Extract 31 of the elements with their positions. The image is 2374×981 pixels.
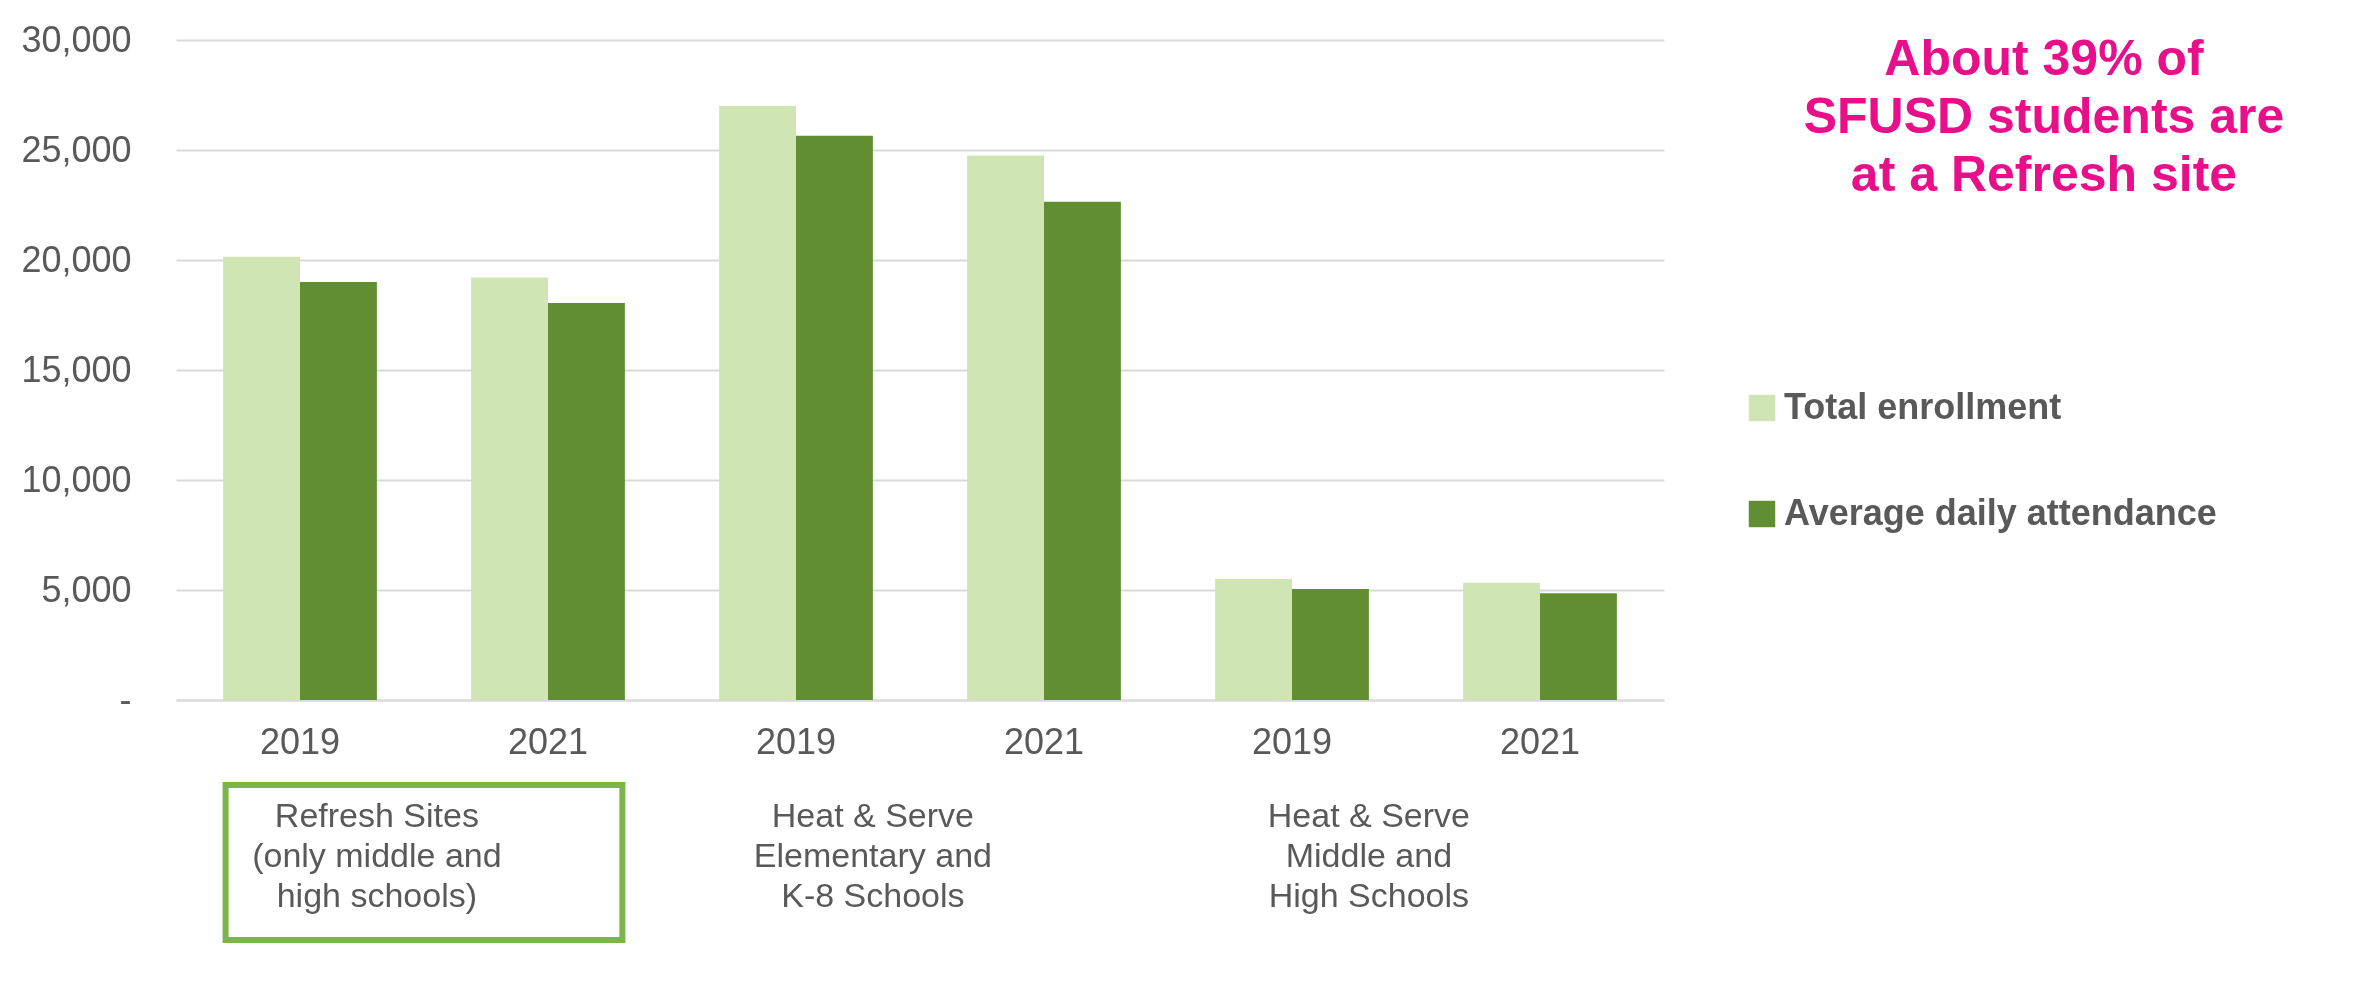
bar xyxy=(548,302,625,700)
bar xyxy=(719,106,796,700)
bar xyxy=(1215,579,1292,700)
text: Refresh Sites (only middle and high schools) xyxy=(252,796,502,914)
bar xyxy=(796,135,873,700)
bar xyxy=(1044,201,1121,700)
x-tick-label: 2021 xyxy=(1003,720,1085,762)
text: About 39% of SFUSD students are at a Refresh site xyxy=(1803,30,2285,202)
legend-label: Average daily attendance xyxy=(1784,492,2217,533)
y-tick-label: 20,000 xyxy=(21,238,132,280)
text: Heat & Serve Middle and High Schools xyxy=(1267,796,1470,914)
x-tick-label: 2019 xyxy=(1251,720,1333,762)
bar xyxy=(471,277,548,700)
x-tick-label: 2021 xyxy=(507,720,589,762)
y-tick-label: 25,000 xyxy=(21,128,132,170)
text: Heat & Serve Elementary and K-8 Schools xyxy=(753,796,992,914)
bar xyxy=(1463,582,1540,700)
bar xyxy=(1292,588,1369,700)
legend-label: Total enrollment xyxy=(1784,386,2062,427)
x-tick-label: 2021 xyxy=(1499,720,1581,762)
bar xyxy=(300,282,377,700)
x-tick-label: 2019 xyxy=(259,720,341,762)
y-tick-label: 5,000 xyxy=(41,568,132,610)
y-tick-label: - xyxy=(119,678,132,720)
y-tick-label: 30,000 xyxy=(21,18,132,60)
y-tick-label: 10,000 xyxy=(21,458,132,500)
y-tick-label: 15,000 xyxy=(21,348,132,390)
bar xyxy=(223,256,300,700)
bar xyxy=(1540,593,1617,700)
bar xyxy=(967,155,1044,700)
x-tick-label: 2019 xyxy=(755,720,837,762)
